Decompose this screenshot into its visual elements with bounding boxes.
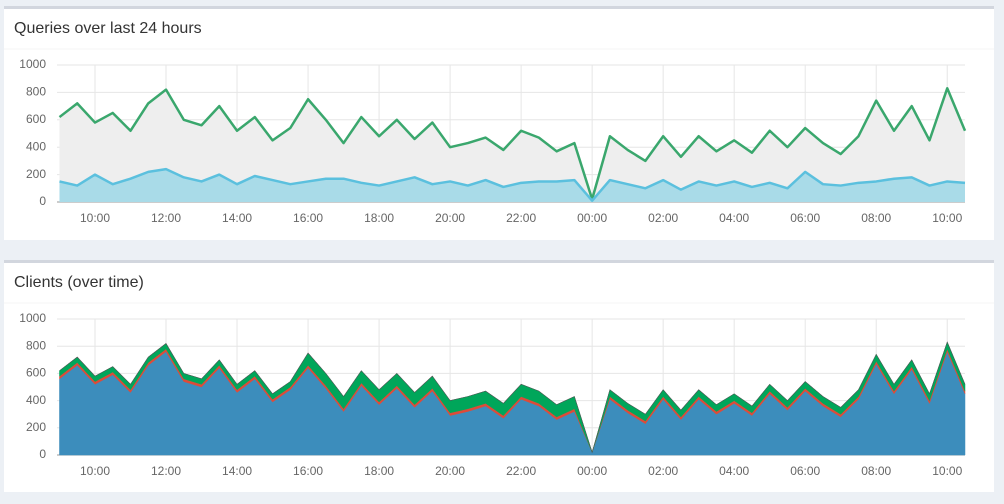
y-tick-label: 1000 bbox=[19, 57, 46, 71]
x-tick-label: 16:00 bbox=[293, 464, 323, 478]
x-tick-label: 14:00 bbox=[222, 464, 252, 478]
x-tick-label: 12:00 bbox=[151, 211, 181, 225]
panel-border bbox=[4, 260, 994, 263]
x-tick-label: 20:00 bbox=[435, 464, 465, 478]
x-tick-label: 08:00 bbox=[861, 211, 891, 225]
x-tick-label: 04:00 bbox=[719, 211, 749, 225]
y-tick-label: 800 bbox=[26, 338, 46, 352]
y-tick-label: 1000 bbox=[19, 311, 46, 325]
series-line bbox=[59, 167, 966, 202]
x-tick-label: 06:00 bbox=[790, 211, 820, 225]
x-tick-label: 08:00 bbox=[861, 464, 891, 478]
y-tick-label: 200 bbox=[26, 420, 46, 434]
x-tick-label: 14:00 bbox=[222, 211, 252, 225]
x-tick-label: 10:00 bbox=[932, 464, 962, 478]
x-tick-label: 18:00 bbox=[364, 211, 394, 225]
area-fill bbox=[59, 88, 966, 202]
x-tick-label: 06:00 bbox=[790, 464, 820, 478]
x-tick-label: 12:00 bbox=[151, 464, 181, 478]
x-tick-label: 04:00 bbox=[719, 464, 749, 478]
x-tick-label: 16:00 bbox=[293, 211, 323, 225]
y-tick-label: 600 bbox=[26, 112, 46, 126]
y-tick-label: 400 bbox=[26, 139, 46, 153]
x-tick-label: 10:00 bbox=[932, 211, 962, 225]
panel-border bbox=[4, 6, 994, 9]
x-tick-label: 02:00 bbox=[648, 211, 678, 225]
x-tick-label: 18:00 bbox=[364, 464, 394, 478]
panel-title: Queries over last 24 hours bbox=[14, 20, 202, 37]
x-tick-label: 22:00 bbox=[506, 464, 536, 478]
series-line bbox=[58, 87, 967, 201]
y-tick-label: 600 bbox=[26, 366, 46, 380]
y-tick-label: 400 bbox=[26, 393, 46, 407]
x-tick-label: 20:00 bbox=[435, 211, 465, 225]
y-tick-label: 0 bbox=[39, 447, 46, 461]
y-tick-label: 800 bbox=[26, 85, 46, 99]
x-tick-label: 10:00 bbox=[80, 211, 110, 225]
x-tick-label: 00:00 bbox=[577, 211, 607, 225]
top-outline bbox=[59, 341, 966, 454]
x-tick-label: 02:00 bbox=[648, 464, 678, 478]
x-tick-label: 00:00 bbox=[577, 464, 607, 478]
panel-title: Clients (over time) bbox=[14, 274, 144, 291]
y-tick-label: 200 bbox=[26, 167, 46, 181]
x-tick-label: 10:00 bbox=[80, 464, 110, 478]
x-tick-label: 22:00 bbox=[506, 211, 536, 225]
y-tick-label: 0 bbox=[39, 194, 46, 208]
